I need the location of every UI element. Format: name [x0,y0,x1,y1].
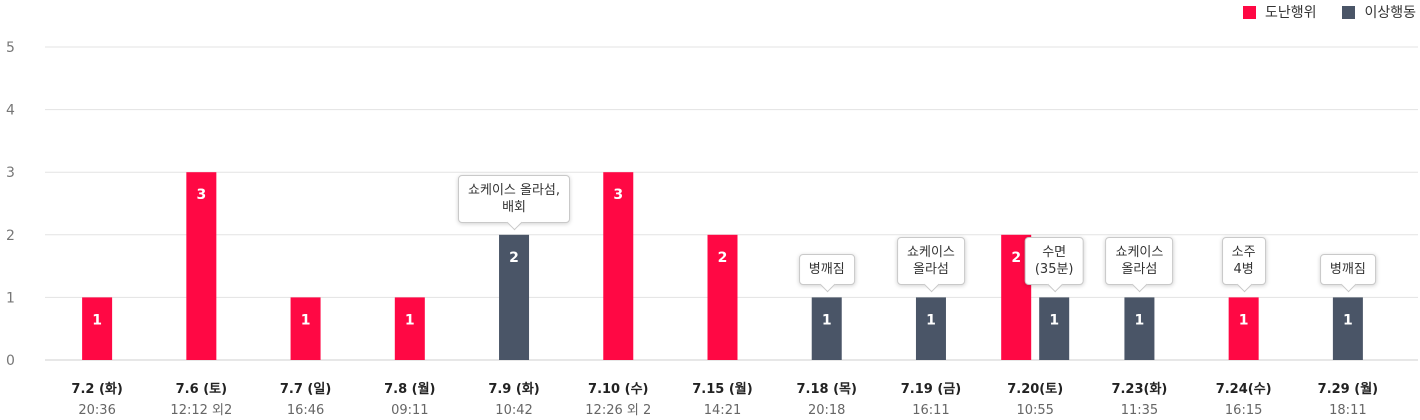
bar-value-label: 1 [301,312,311,328]
bar-theft [603,172,634,360]
x-tick-date: 7.19 (금) [901,382,961,397]
annotation-callout: 쇼케이스 올라섬 [1105,237,1174,286]
bar-theft [82,297,113,360]
bar-abnormal [1039,297,1070,360]
bar-theft [707,234,738,360]
bar-value-label: 1 [1135,312,1145,328]
x-tick-time: 20:18 [808,403,845,418]
y-tick-label: 0 [6,353,15,369]
annotation-callout: 쇼케이스 올라섬 [897,237,965,286]
bar-value-label: 1 [926,312,936,328]
bar-value-label: 2 [718,250,728,266]
y-tick-label: 5 [6,40,15,56]
bar-abnormal [1332,297,1363,360]
x-tick-date: 7.20(토) [1007,382,1063,397]
x-tick-time: 16:46 [287,403,324,418]
x-tick-time: 16:15 [1225,403,1262,418]
x-tick-time: 12:12 외2 [170,403,232,418]
bar-abnormal [499,234,530,360]
bar-theft [290,297,321,360]
y-tick-label: 3 [6,165,15,181]
legend-swatch-abnormal [1342,5,1356,19]
x-tick-date: 7.23(화) [1111,381,1167,397]
x-tick-time: 16:11 [912,403,949,418]
bar-theft [394,297,425,360]
annotation-callout: 쇼케이스 올라섬, 배회 [458,174,571,223]
bar-value-label: 1 [1343,312,1353,328]
annotation-callout: 소주 4병 [1221,237,1266,286]
bar-theft [1228,297,1259,360]
annotation-callout: 수면 (35분) [1024,237,1084,286]
x-tick-date: 7.2 (화) [71,381,122,397]
bar-theft [186,172,217,360]
bar-abnormal [811,297,842,360]
x-tick-date: 7.10 (수) [588,382,648,397]
bar-value-label: 3 [613,187,623,203]
bar-value-label: 1 [1239,312,1249,328]
bar-abnormal [1124,297,1155,360]
legend-swatch-theft [1242,5,1256,19]
bar-value-label: 2 [1011,250,1021,266]
bar-value-label: 3 [196,187,206,203]
x-tick-date: 7.8 (월) [384,381,435,397]
x-tick-date: 7.29 (월) [1318,381,1378,397]
x-tick-time: 10:55 [1016,403,1053,418]
chart-legend: 도난행위 이상행동 [1242,2,1416,22]
x-tick-time: 09:11 [391,403,428,418]
bar-value-label: 1 [92,312,102,328]
x-tick-time: 12:26 외 2 [585,403,651,418]
x-tick-date: 7.15 (월) [692,381,752,397]
x-tick-time: 14:21 [704,403,741,418]
legend-item-theft[interactable]: 도난행위 [1242,2,1317,22]
x-tick-date: 7.9 (화) [488,381,539,397]
bar-value-label: 1 [1049,312,1059,328]
legend-item-abnormal[interactable]: 이상행동 [1342,2,1416,22]
x-tick-date: 7.18 (목) [797,382,857,397]
legend-label-theft: 도난행위 [1264,5,1317,21]
bar-abnormal [915,297,946,360]
x-tick-time: 18:11 [1329,403,1366,418]
y-tick-label: 1 [6,290,15,306]
x-tick-date: 7.24(수) [1216,382,1272,397]
bar-value-label: 1 [405,312,415,328]
legend-label-abnormal: 이상행동 [1364,5,1416,21]
annotation-callout: 병깨짐 [1319,254,1376,286]
x-tick-date: 7.7 (일) [280,382,331,397]
y-tick-label: 4 [6,103,15,119]
x-tick-time: 10:42 [495,403,532,418]
x-tick-date: 7.6 (토) [176,382,227,397]
x-tick-time: 20:36 [78,403,115,418]
bar-value-label: 2 [509,250,519,266]
bar-value-label: 1 [822,312,832,328]
x-tick-time: 11:35 [1121,403,1158,418]
y-tick-label: 2 [6,228,15,244]
annotation-callout: 병깨짐 [798,254,855,286]
